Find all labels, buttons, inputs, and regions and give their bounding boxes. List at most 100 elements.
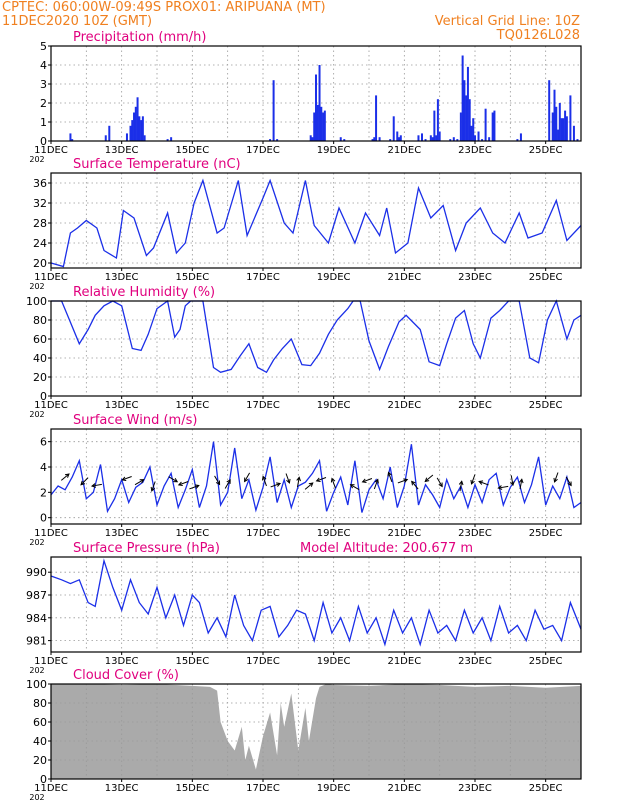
wind-direction-arrowhead: [424, 477, 430, 483]
cloud-cover-area: [51, 684, 581, 779]
precip-bar: [557, 129, 560, 141]
pres-ytick-label: 984: [26, 612, 47, 625]
precip-bar: [129, 125, 132, 141]
precip-xtick-label: 17DEC: [246, 145, 280, 156]
pres-ytick-label: 981: [26, 635, 47, 648]
precip-panel-title: Precipitation (mm/h): [73, 30, 206, 45]
rh-ytick-label: 0: [40, 390, 47, 403]
temp-ytick-label: 32: [33, 197, 47, 210]
wind-direction-arrow: [510, 475, 514, 486]
pres-ytick-label: 987: [26, 589, 47, 602]
pres-xtick-label: 13DEC: [105, 656, 139, 667]
precip-bar: [474, 135, 476, 141]
precip-bar: [311, 137, 314, 141]
precip-bar: [141, 116, 144, 141]
precip-xtick-label: 21DEC: [387, 145, 421, 156]
precip-bar: [134, 106, 137, 141]
pres-plot-frame: [50, 556, 582, 653]
rh-xtick-label: 25DEC: [529, 400, 563, 411]
cloud-xtick-label: 19DEC: [317, 783, 351, 794]
wind-direction-arrow: [168, 476, 178, 483]
wind-ytick-label: 2: [40, 486, 47, 499]
temp-xtick-label: 23DEC: [458, 272, 492, 283]
wind-direction-arrowhead: [458, 480, 464, 486]
rh-xtick-label: 19DEC: [317, 400, 351, 411]
rh-panel-title: Relative Humidity (%): [73, 285, 215, 300]
precip-bar: [399, 135, 402, 141]
wind-direction-arrow: [478, 481, 489, 486]
precip-bar: [269, 139, 272, 141]
cloud-xtick-label: 13DEC: [105, 783, 139, 794]
precip-bar: [375, 95, 378, 141]
wind-direction-arrow: [554, 472, 559, 483]
wind-direction-arrow: [178, 481, 189, 486]
cloud-xtick-label: 21DEC: [387, 783, 421, 794]
wind-direction-arrowhead: [177, 481, 183, 487]
wind-direction-arrowhead: [244, 477, 249, 483]
wind-direction-arrow: [331, 478, 336, 489]
temp-plot-frame: [50, 172, 582, 269]
precip-bar: [170, 137, 173, 141]
precip-bar: [565, 116, 568, 141]
header-model-id: TQ0126L028: [496, 28, 580, 43]
wind-direction-arrow: [362, 478, 373, 483]
rh-series-line: [51, 299, 582, 374]
precip-bar: [320, 106, 323, 141]
wind-direction-arrow: [134, 479, 144, 486]
wind-xtick-label: 23DEC: [458, 528, 492, 539]
wind-direction-arrowhead: [438, 482, 443, 488]
wind-direction-arrow: [224, 479, 231, 489]
wind-direction-arrow: [471, 474, 476, 485]
precip-bar: [276, 139, 279, 141]
wind-direction-arrowhead: [139, 479, 145, 484]
precip-bar: [470, 125, 473, 141]
wind-direction-arrowhead: [150, 486, 156, 492]
wind-direction-arrow: [60, 473, 70, 481]
precip-bar: [343, 139, 346, 141]
precip-bar: [392, 116, 395, 141]
wind-direction-arrowhead: [518, 478, 524, 484]
wind-direction-arrow: [122, 476, 132, 481]
pres-xtick-label: 15DEC: [175, 656, 209, 667]
temp-xtick-label: 21DEC: [387, 272, 421, 283]
cloud-ytick-label: 80: [33, 697, 47, 710]
precip-bar: [104, 135, 107, 141]
precip-bar: [433, 110, 436, 141]
precip-bar: [488, 137, 491, 141]
wind-plot-frame: [50, 428, 582, 525]
precip-bar: [436, 99, 439, 141]
wind-direction-arrow: [411, 481, 419, 490]
precip-bar: [69, 133, 72, 141]
wind-direction-arrowhead: [90, 483, 96, 488]
wind-xtick-label: 11DEC: [34, 528, 68, 539]
precip-bar: [449, 139, 452, 141]
wind-direction-arrowhead: [215, 480, 221, 486]
temp-xtick-label: 13DEC: [105, 272, 139, 283]
wind-xtick-label: 19DEC: [317, 528, 351, 539]
precip-bar: [491, 112, 494, 141]
precip-bar: [553, 89, 556, 141]
precip-bar: [389, 139, 392, 141]
precip-bar: [459, 112, 462, 141]
precip-year-fragment: 202: [29, 155, 44, 164]
precip-bar: [481, 139, 484, 141]
pres-xtick-label: 11DEC: [34, 656, 68, 667]
pres-xtick-label: 19DEC: [317, 656, 351, 667]
pres-year-fragment: 202: [29, 666, 44, 675]
pres-xtick-label: 21DEC: [387, 656, 421, 667]
cloud-panel-title: Cloud Cover (%): [73, 668, 179, 683]
precip-bar: [438, 131, 441, 141]
rh-ytick-label: 20: [33, 371, 47, 384]
rh-xtick-label: 13DEC: [105, 400, 139, 411]
wind-direction-arrow: [189, 485, 199, 490]
rh-ytick-label: 100: [26, 295, 47, 308]
precip-xtick-label: 13DEC: [105, 145, 139, 156]
wind-direction-arrowhead: [173, 478, 179, 483]
wind-direction-arrow: [373, 479, 379, 490]
precip-ytick-label: 5: [40, 40, 47, 53]
rh-xtick-label: 15DEC: [175, 400, 209, 411]
wind-direction-arrowhead: [330, 477, 336, 483]
precip-bar: [456, 139, 459, 141]
wind-xtick-label: 17DEC: [246, 528, 280, 539]
cloud-ytick-label: 20: [33, 754, 47, 767]
